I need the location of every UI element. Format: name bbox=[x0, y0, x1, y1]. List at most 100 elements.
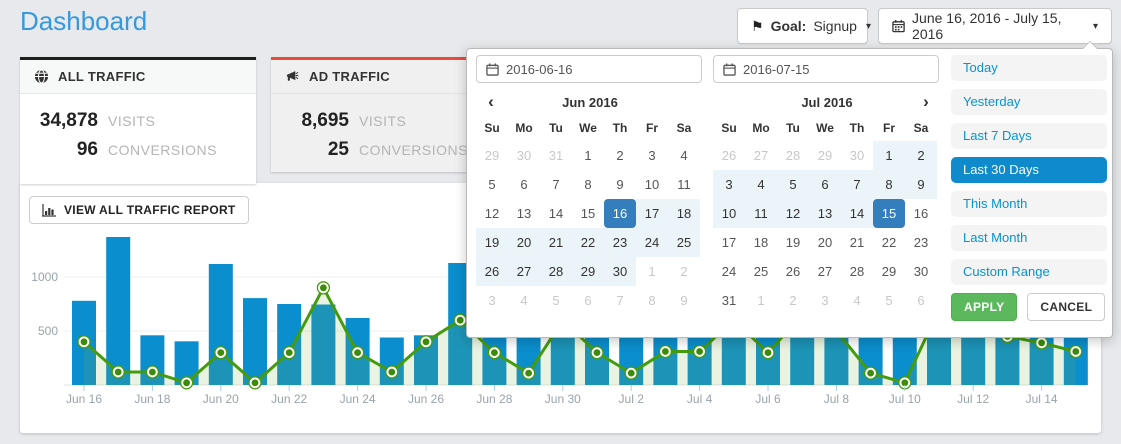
goal-dropdown-button[interactable]: ⚑ Goal: Signup ▾ bbox=[737, 8, 871, 44]
marker-jul-10[interactable] bbox=[901, 379, 909, 387]
day-cell-8[interactable]: 8 bbox=[648, 293, 656, 308]
day-cell-30[interactable]: 30 bbox=[604, 257, 636, 286]
day-cell-31[interactable]: 31 bbox=[721, 293, 737, 308]
day-cell-7[interactable]: 7 bbox=[616, 293, 624, 308]
day-cell-20[interactable]: 20 bbox=[508, 228, 540, 257]
range-option-last-30-days[interactable]: Last 30 Days bbox=[951, 157, 1107, 183]
day-cell-14[interactable]: 14 bbox=[548, 206, 564, 221]
day-cell-5[interactable]: 5 bbox=[885, 293, 893, 308]
range-option-last-7-days[interactable]: Last 7 Days bbox=[951, 123, 1107, 149]
day-cell-28[interactable]: 28 bbox=[785, 148, 801, 163]
marker-jul-3[interactable] bbox=[662, 348, 669, 355]
day-cell-6[interactable]: 6 bbox=[917, 293, 925, 308]
day-cell-14[interactable]: 14 bbox=[841, 199, 873, 228]
marker-jun-29[interactable] bbox=[525, 369, 532, 377]
day-cell-15[interactable]: 15 bbox=[580, 206, 596, 221]
day-cell-30[interactable]: 30 bbox=[849, 148, 865, 163]
bar-jun-22[interactable] bbox=[277, 304, 302, 385]
day-cell-10[interactable]: 10 bbox=[644, 177, 660, 192]
day-cell-30[interactable]: 30 bbox=[913, 264, 929, 279]
marker-jun-20[interactable] bbox=[217, 349, 225, 356]
day-cell-19[interactable]: 19 bbox=[785, 235, 801, 250]
day-cell-4[interactable]: 4 bbox=[853, 293, 861, 308]
day-cell-22[interactable]: 22 bbox=[881, 235, 897, 250]
day-cell-11[interactable]: 11 bbox=[745, 199, 777, 228]
marker-jun-19[interactable] bbox=[183, 379, 191, 387]
day-cell-4[interactable]: 4 bbox=[680, 148, 688, 163]
range-option-custom-range[interactable]: Custom Range bbox=[951, 259, 1107, 285]
day-cell-4[interactable]: 4 bbox=[520, 293, 528, 308]
day-cell-8[interactable]: 8 bbox=[584, 177, 592, 192]
marker-jul-14[interactable] bbox=[1038, 339, 1045, 347]
day-cell-26[interactable]: 26 bbox=[721, 148, 737, 163]
day-cell-24[interactable]: 24 bbox=[636, 228, 668, 257]
day-cell-1[interactable]: 1 bbox=[873, 141, 905, 170]
marker-jul-2[interactable] bbox=[627, 369, 635, 377]
day-cell-17[interactable]: 17 bbox=[721, 235, 737, 250]
day-cell-7[interactable]: 7 bbox=[552, 177, 560, 192]
day-cell-30[interactable]: 30 bbox=[516, 148, 532, 163]
day-cell-3[interactable]: 3 bbox=[821, 293, 829, 308]
day-cell-10[interactable]: 10 bbox=[713, 199, 745, 228]
day-cell-18[interactable]: 18 bbox=[668, 199, 700, 228]
day-cell-selected-15[interactable]: 15 bbox=[873, 199, 905, 228]
day-cell-29[interactable]: 29 bbox=[572, 257, 604, 286]
start-date-input[interactable]: 2016-06-16 bbox=[476, 55, 702, 83]
day-cell-13[interactable]: 13 bbox=[516, 206, 532, 221]
day-cell-16[interactable]: 16 bbox=[913, 206, 929, 221]
bar-jun-21[interactable] bbox=[243, 298, 267, 385]
day-cell-22[interactable]: 22 bbox=[572, 228, 604, 257]
marker-jul-9[interactable] bbox=[867, 369, 874, 377]
day-cell-3[interactable]: 3 bbox=[713, 170, 745, 199]
day-cell-5[interactable]: 5 bbox=[552, 293, 560, 308]
day-cell-25[interactable]: 25 bbox=[753, 264, 769, 279]
day-cell-20[interactable]: 20 bbox=[817, 235, 833, 250]
marker-jun-23[interactable] bbox=[320, 284, 327, 292]
marker-jun-16[interactable] bbox=[80, 338, 88, 346]
day-cell-18[interactable]: 18 bbox=[753, 235, 769, 250]
day-cell-9[interactable]: 9 bbox=[680, 293, 688, 308]
tab-all-traffic[interactable]: ALL TRAFFIC 34,878 VISITS 96 CONVERSIONS bbox=[20, 57, 256, 184]
cancel-button[interactable]: CANCEL bbox=[1027, 293, 1106, 321]
day-cell-28[interactable]: 28 bbox=[540, 257, 572, 286]
day-cell-6[interactable]: 6 bbox=[520, 177, 528, 192]
day-cell-24[interactable]: 24 bbox=[721, 264, 737, 279]
day-cell-1[interactable]: 1 bbox=[584, 148, 592, 163]
day-cell-21[interactable]: 21 bbox=[540, 228, 572, 257]
day-cell-29[interactable]: 29 bbox=[817, 148, 833, 163]
day-cell-12[interactable]: 12 bbox=[777, 199, 809, 228]
marker-jun-27[interactable] bbox=[456, 316, 464, 324]
day-cell-2[interactable]: 2 bbox=[680, 264, 688, 279]
day-cell-6[interactable]: 6 bbox=[809, 170, 841, 199]
range-option-yesterday[interactable]: Yesterday bbox=[951, 89, 1107, 115]
view-all-traffic-report-button[interactable]: VIEW ALL TRAFFIC REPORT bbox=[29, 196, 249, 224]
day-cell-8[interactable]: 8 bbox=[873, 170, 905, 199]
day-cell-6[interactable]: 6 bbox=[584, 293, 592, 308]
marker-jul-4[interactable] bbox=[696, 348, 703, 355]
end-date-input[interactable]: 2016-07-15 bbox=[713, 55, 939, 83]
bar-jun-23[interactable] bbox=[311, 304, 336, 386]
day-cell-3[interactable]: 3 bbox=[488, 293, 496, 308]
day-cell-11[interactable]: 11 bbox=[677, 177, 691, 192]
prev-month-icon[interactable]: ‹ bbox=[488, 92, 494, 111]
range-option-last-month[interactable]: Last Month bbox=[951, 225, 1107, 251]
day-cell-9[interactable]: 9 bbox=[616, 177, 624, 192]
marker-jun-24[interactable] bbox=[354, 349, 361, 356]
day-cell-27[interactable]: 27 bbox=[753, 148, 769, 163]
marker-jul-15[interactable] bbox=[1072, 348, 1080, 355]
day-cell-27[interactable]: 27 bbox=[817, 264, 833, 279]
day-cell-27[interactable]: 27 bbox=[508, 257, 540, 286]
day-cell-31[interactable]: 31 bbox=[548, 148, 564, 163]
day-cell-29[interactable]: 29 bbox=[484, 148, 500, 163]
day-cell-7[interactable]: 7 bbox=[841, 170, 873, 199]
day-cell-17[interactable]: 17 bbox=[636, 199, 668, 228]
bar-jun-17[interactable] bbox=[106, 237, 131, 385]
marker-jul-1[interactable] bbox=[593, 349, 601, 356]
apply-button[interactable]: APPLY bbox=[951, 293, 1018, 321]
day-cell-21[interactable]: 21 bbox=[849, 235, 865, 250]
bar-jun-20[interactable] bbox=[208, 264, 233, 385]
next-month-icon[interactable]: › bbox=[923, 92, 929, 111]
day-cell-5[interactable]: 5 bbox=[777, 170, 809, 199]
day-cell-4[interactable]: 4 bbox=[745, 170, 777, 199]
day-cell-12[interactable]: 12 bbox=[484, 206, 500, 221]
